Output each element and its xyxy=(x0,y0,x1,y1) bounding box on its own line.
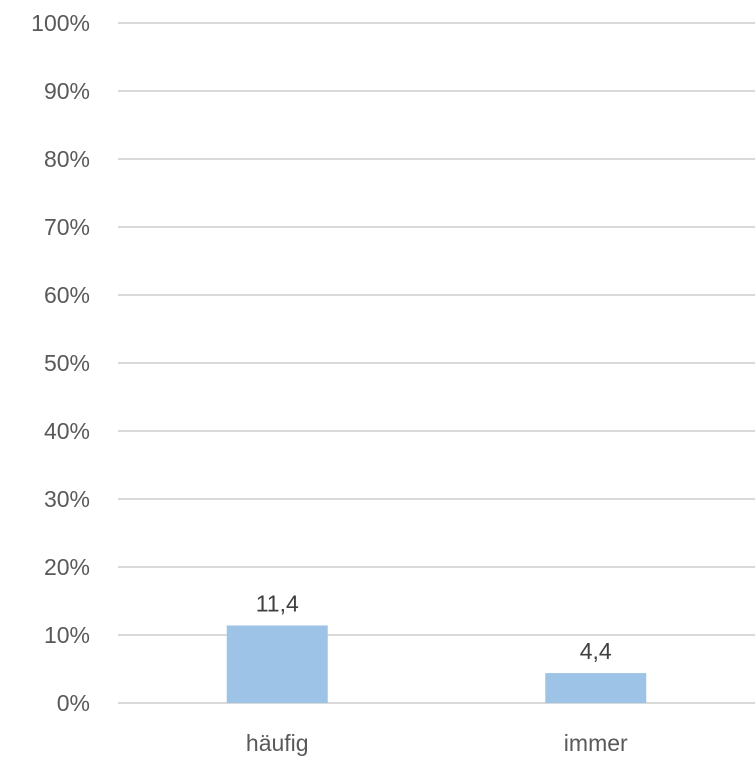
y-tick-label-40: 40% xyxy=(44,418,90,444)
category-labels: häufig immer xyxy=(246,730,628,756)
y-tick-label-80: 80% xyxy=(44,146,90,172)
data-label-0: 11,4 xyxy=(256,590,299,616)
bar-1 xyxy=(545,673,647,703)
y-tick-label-60: 60% xyxy=(44,282,90,308)
y-tick-label-50: 50% xyxy=(44,350,90,376)
gridlines xyxy=(118,22,755,704)
bars xyxy=(226,625,647,703)
y-tick-label-10: 10% xyxy=(44,622,90,648)
data-labels: 11,4 4,4 xyxy=(256,590,612,664)
y-tick-label-90: 90% xyxy=(44,78,90,104)
category-label-0: häufig xyxy=(246,730,309,756)
y-tick-label-30: 30% xyxy=(44,486,90,512)
bar-0 xyxy=(226,625,328,703)
y-tick-label-20: 20% xyxy=(44,554,90,580)
data-label-1: 4,4 xyxy=(580,638,612,664)
y-tick-label-70: 70% xyxy=(44,214,90,240)
category-label-1: immer xyxy=(564,730,628,756)
y-tick-label-100: 100% xyxy=(31,10,90,36)
y-axis-tick-labels: 0% 10% 20% 30% 40% 50% 60% 70% 80% 90% 100% xyxy=(31,10,90,716)
y-tick-label-0: 0% xyxy=(57,690,90,716)
